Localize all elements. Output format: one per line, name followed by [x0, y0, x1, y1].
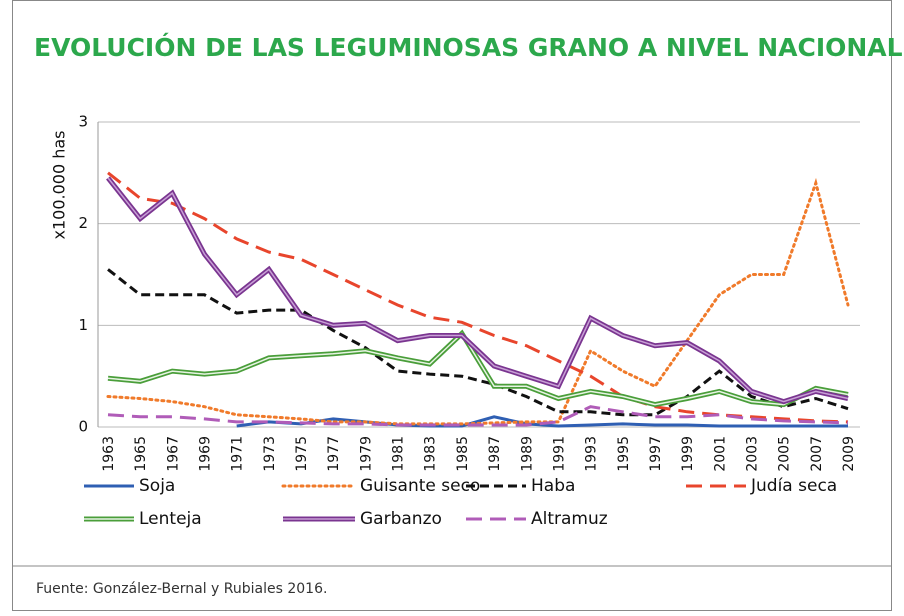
x-tick-label: 1977 — [326, 436, 342, 472]
x-tick-label: 1971 — [230, 436, 246, 472]
legend-label: Haba — [531, 476, 575, 496]
x-tick-label: 1989 — [519, 436, 535, 472]
series-line — [107, 268, 849, 417]
x-tick-label: 1979 — [358, 436, 374, 472]
x-tick-label: 1999 — [680, 436, 696, 472]
x-tick-label: 1983 — [423, 436, 439, 472]
legend-label: Judía seca — [750, 476, 837, 496]
y-tick-label: 0 — [78, 418, 88, 436]
legend-label: Garbanzo — [360, 509, 442, 529]
series-line — [106, 176, 849, 405]
legend-label: Guisante seco — [360, 476, 480, 496]
legend-label: Soja — [139, 476, 175, 496]
x-tick-label: 1997 — [648, 436, 664, 472]
frame — [12, 0, 892, 611]
series-line — [107, 405, 849, 427]
legend-label: Lenteja — [139, 509, 202, 529]
x-tick-label: 1975 — [294, 436, 310, 472]
x-tick-label: 1995 — [616, 436, 632, 472]
source: Fuente: González-Bernal y Rubiales 2016. — [36, 581, 327, 597]
series-line — [106, 177, 850, 426]
x-tick-label: 1993 — [584, 436, 600, 472]
x-tick-label: 2005 — [777, 436, 793, 472]
series-line — [107, 171, 849, 424]
x-tick-label: 1973 — [262, 436, 278, 472]
x-tick-label: 1987 — [487, 436, 503, 472]
series-line — [107, 329, 849, 408]
y-tick-label: 2 — [78, 214, 88, 232]
legend-label: Altramuz — [531, 509, 608, 529]
x-tick-label: 1981 — [391, 436, 407, 472]
x-tick-label: 1967 — [165, 436, 181, 472]
x-tick-label: 1965 — [133, 436, 149, 472]
series-line-inner — [107, 177, 849, 403]
x-tick-label: 2007 — [809, 436, 825, 472]
series-line-inner — [107, 332, 849, 406]
y-axis-label: x100.000 has — [50, 131, 69, 240]
y-tick-label: 1 — [78, 316, 88, 334]
x-tick-label: 2009 — [841, 436, 857, 472]
x-tick-label: 2001 — [712, 436, 728, 472]
x-tick-label: 1985 — [455, 436, 471, 472]
x-tick-label: 1969 — [198, 436, 214, 472]
chart-title: EVOLUCIÓN DE LAS LEGUMINOSAS GRANO A NIV… — [34, 32, 903, 62]
x-tick-label: 1963 — [101, 436, 117, 472]
x-tick-label: 2003 — [744, 436, 760, 472]
y-tick-label: 3 — [78, 113, 88, 131]
x-tick-label: 1991 — [551, 436, 567, 472]
